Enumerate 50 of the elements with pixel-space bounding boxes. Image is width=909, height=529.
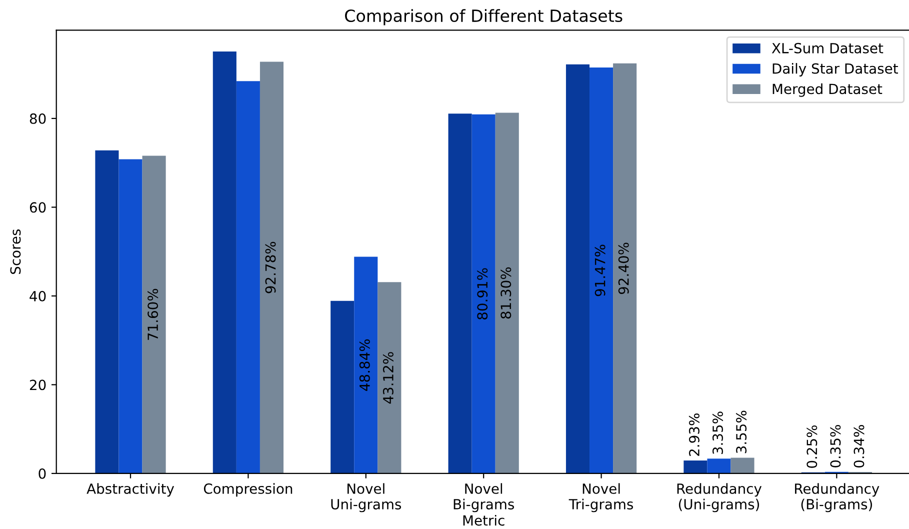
data-label: 92.40% [618,242,629,294]
y-axis-title: Scores [10,229,21,274]
x-tick-label: Novel Bi-grams [454,483,514,512]
bar [260,62,284,474]
bar [236,81,260,474]
bar [684,460,708,474]
legend-label: Daily Star Dataset [772,63,898,76]
bar [212,51,236,474]
y-tick-label: 40 [30,290,46,302]
bar [448,114,472,474]
bar [95,150,119,474]
bar [118,159,142,474]
data-label: 48.84% [359,339,370,391]
bar [707,458,731,474]
bar [566,64,590,474]
x-tick-label: Redundancy (Bi-grams) [795,483,880,512]
data-label: 92.78% [265,242,276,294]
y-tick-label: 80 [30,113,46,124]
data-label: 3.35% [712,412,724,454]
data-label: 81.30% [500,267,512,319]
bar [613,63,637,474]
data-label: 43.12% [382,352,394,404]
data-label: 3.55% [736,410,747,454]
bar [378,282,402,474]
x-tick-label: Abstractivity [86,483,174,497]
legend-label: XL-Sum Dataset [772,42,884,54]
y-tick-label: 20 [30,380,46,390]
y-tick-label: 60 [30,202,46,213]
data-label: 71.60% [148,288,158,340]
legend-label: Merged Dataset [772,83,882,97]
x-axis-title: Metric [463,514,504,526]
y-tick-label: 0 [38,468,46,479]
x-tick-label: Novel Uni-grams [331,483,402,512]
data-label: 80.91% [477,268,488,320]
chart-title: Comparison of Different Datasets [345,9,622,26]
bar [730,458,754,474]
x-tick-label: Redundancy (Uni-grams) [677,483,762,512]
bar [472,114,496,474]
data-label: 0.34% [854,425,864,468]
bar [495,112,519,474]
data-label: 2.93% [688,414,700,456]
data-label: 0.35% [830,424,841,468]
x-tick-label: Novel Tri-grams [568,483,634,512]
x-tick-label: Compression [204,483,292,497]
data-label: 0.25% [806,425,818,468]
data-label: 91.47% [594,244,606,296]
bar [142,156,166,474]
bar [330,300,354,474]
bar [590,68,614,474]
bar [354,256,378,474]
